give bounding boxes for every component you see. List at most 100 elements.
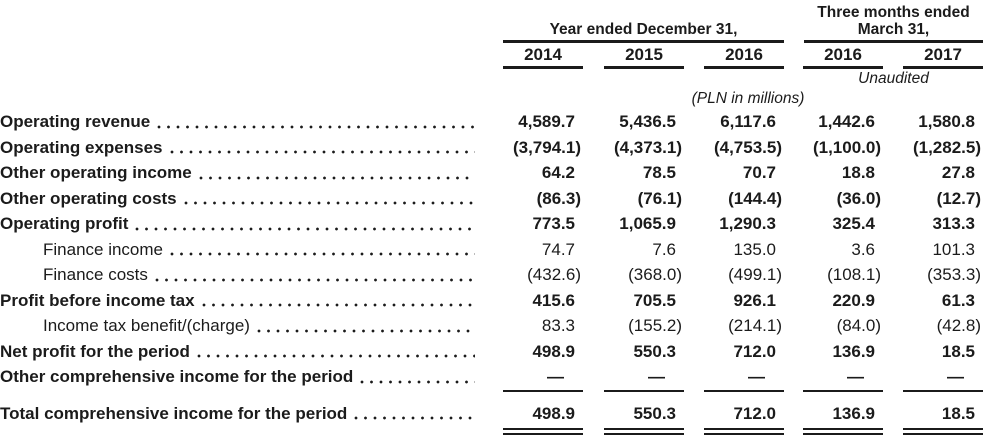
quarter-column-2017: 2017 [883, 45, 983, 69]
table-header-groups: Year ended December 31, Three months end… [0, 0, 993, 43]
value-cell: 61.3 [941, 290, 975, 310]
value-cell: (214.1) [728, 316, 782, 335]
value-cell: 1,442.6 [818, 112, 875, 131]
value-cell: (499.1) [728, 265, 782, 284]
row-label-cell: Other operating income [0, 160, 483, 186]
column-rule [803, 389, 883, 392]
table-row: Finance costs (432.6) (368.0) (499.1) (1… [0, 262, 993, 288]
column-rule [503, 428, 583, 435]
column-rule [704, 428, 784, 435]
row-label: Total comprehensive income for the perio… [0, 403, 348, 423]
value-cell: 64.2 [541, 163, 575, 182]
table-row: Operating expenses (3,794.1) (4,373.1) (… [0, 134, 993, 160]
dot-leader [196, 338, 475, 364]
value-cell: (36.0) [836, 188, 881, 208]
value-cell: 1,290.3 [719, 214, 776, 233]
value-cell: 325.4 [832, 214, 875, 233]
rule-row [0, 389, 993, 395]
table-row: Other operating income 64.2 78.5 70.7 18… [0, 160, 993, 186]
dot-leader [135, 211, 475, 237]
dot-leader [157, 109, 475, 135]
column-rule [704, 389, 784, 392]
spacer [0, 45, 483, 69]
row-label-cell: Other comprehensive income for the perio… [0, 364, 483, 390]
row-label: Income tax benefit/(charge) [43, 316, 250, 335]
value-cell: 18.5 [941, 341, 975, 361]
row-label-cell: Total comprehensive income for the perio… [0, 400, 483, 426]
units-note: (PLN in millions) [691, 90, 805, 107]
value-cell: 313.3 [932, 214, 975, 233]
row-label: Finance income [43, 239, 164, 259]
row-label-cell: Operating revenue [0, 109, 483, 135]
spacer [0, 69, 784, 89]
dot-leader [183, 185, 475, 211]
value-cell: (353.3) [927, 265, 981, 284]
value-cell: 78.5 [642, 163, 676, 182]
value-cell: (144.4) [728, 188, 782, 208]
row-label: Finance costs [43, 265, 148, 284]
value-cell: (12.7) [936, 188, 981, 208]
value-cell: 4,589.7 [518, 112, 575, 131]
row-label: Net profit for the period [0, 341, 190, 361]
row-label-cell: Income tax benefit/(charge) [0, 313, 483, 339]
table-rows: Operating revenue 4,589.7 5,436.5 6,117.… [0, 109, 993, 438]
value-cell: 498.9 [532, 341, 575, 361]
value-cell: 6,117.6 [720, 112, 776, 131]
value-cell: 136.9 [832, 341, 875, 361]
value-cell: — [648, 367, 666, 386]
value-cell: 3.6 [851, 239, 875, 259]
row-label: Operating revenue [0, 112, 151, 131]
dot-leader [360, 364, 475, 390]
value-cell: 18.5 [941, 403, 975, 423]
value-cell: 550.3 [633, 341, 676, 361]
value-cell: 705.5 [633, 290, 676, 310]
value-cell: 27.8 [941, 163, 975, 182]
quarter-column-2016: 2016 [784, 45, 883, 69]
value-cell: 5,436.5 [619, 112, 676, 131]
value-cell: (3,794.1) [512, 137, 581, 157]
row-label: Operating profit [0, 214, 129, 233]
year-column-2016: 2016 [684, 45, 784, 69]
dot-leader [354, 400, 475, 426]
value-cell: 220.9 [832, 290, 875, 310]
dot-leader [198, 160, 475, 186]
value-cell: (76.1) [637, 188, 682, 208]
table-row: Profit before income tax 415.6 705.5 926… [0, 287, 993, 313]
row-label: Other comprehensive income for the perio… [0, 367, 354, 386]
value-cell: 550.3 [633, 403, 676, 423]
table-row: Operating revenue 4,589.7 5,436.5 6,117.… [0, 109, 993, 135]
dot-leader [154, 262, 475, 288]
value-cell: (4,373.1) [613, 137, 682, 157]
row-label-cell: Operating profit [0, 211, 483, 237]
table-row: Operating profit 773.5 1,065.9 1,290.3 3… [0, 211, 993, 237]
row-label: Other operating costs [0, 188, 177, 208]
value-cell: — [547, 367, 565, 386]
value-cell: 1,065.9 [619, 214, 676, 233]
dot-leader [169, 134, 475, 160]
row-label: Profit before income tax [0, 290, 195, 310]
column-rule [903, 389, 983, 392]
dot-leader [256, 313, 475, 339]
unaudited-note-row: Unaudited [0, 69, 993, 89]
column-rule [503, 389, 583, 392]
value-cell: (368.0) [628, 265, 682, 284]
year-column-2014: 2014 [483, 45, 583, 69]
value-cell: (155.2) [628, 316, 682, 335]
units-note-row: (PLN in millions) [0, 89, 993, 109]
row-label: Operating expenses [0, 137, 163, 157]
table-row: Total comprehensive income for the perio… [0, 400, 993, 426]
row-label: Other operating income [0, 163, 192, 182]
column-group-three-months: Three months ended March 31, [784, 4, 983, 43]
value-cell: — [748, 367, 766, 386]
value-cell: (86.3) [536, 188, 581, 208]
table-row: Other operating costs (86.3) (76.1) (144… [0, 185, 993, 211]
value-cell: (108.1) [827, 265, 881, 284]
row-label-cell: Profit before income tax [0, 287, 483, 313]
value-cell: (1,282.5) [912, 137, 981, 157]
value-cell: 136.9 [832, 403, 875, 423]
column-rule [903, 428, 983, 435]
row-label-cell: Finance costs [0, 262, 483, 288]
spacer [0, 89, 483, 109]
value-cell: 70.7 [742, 163, 776, 182]
